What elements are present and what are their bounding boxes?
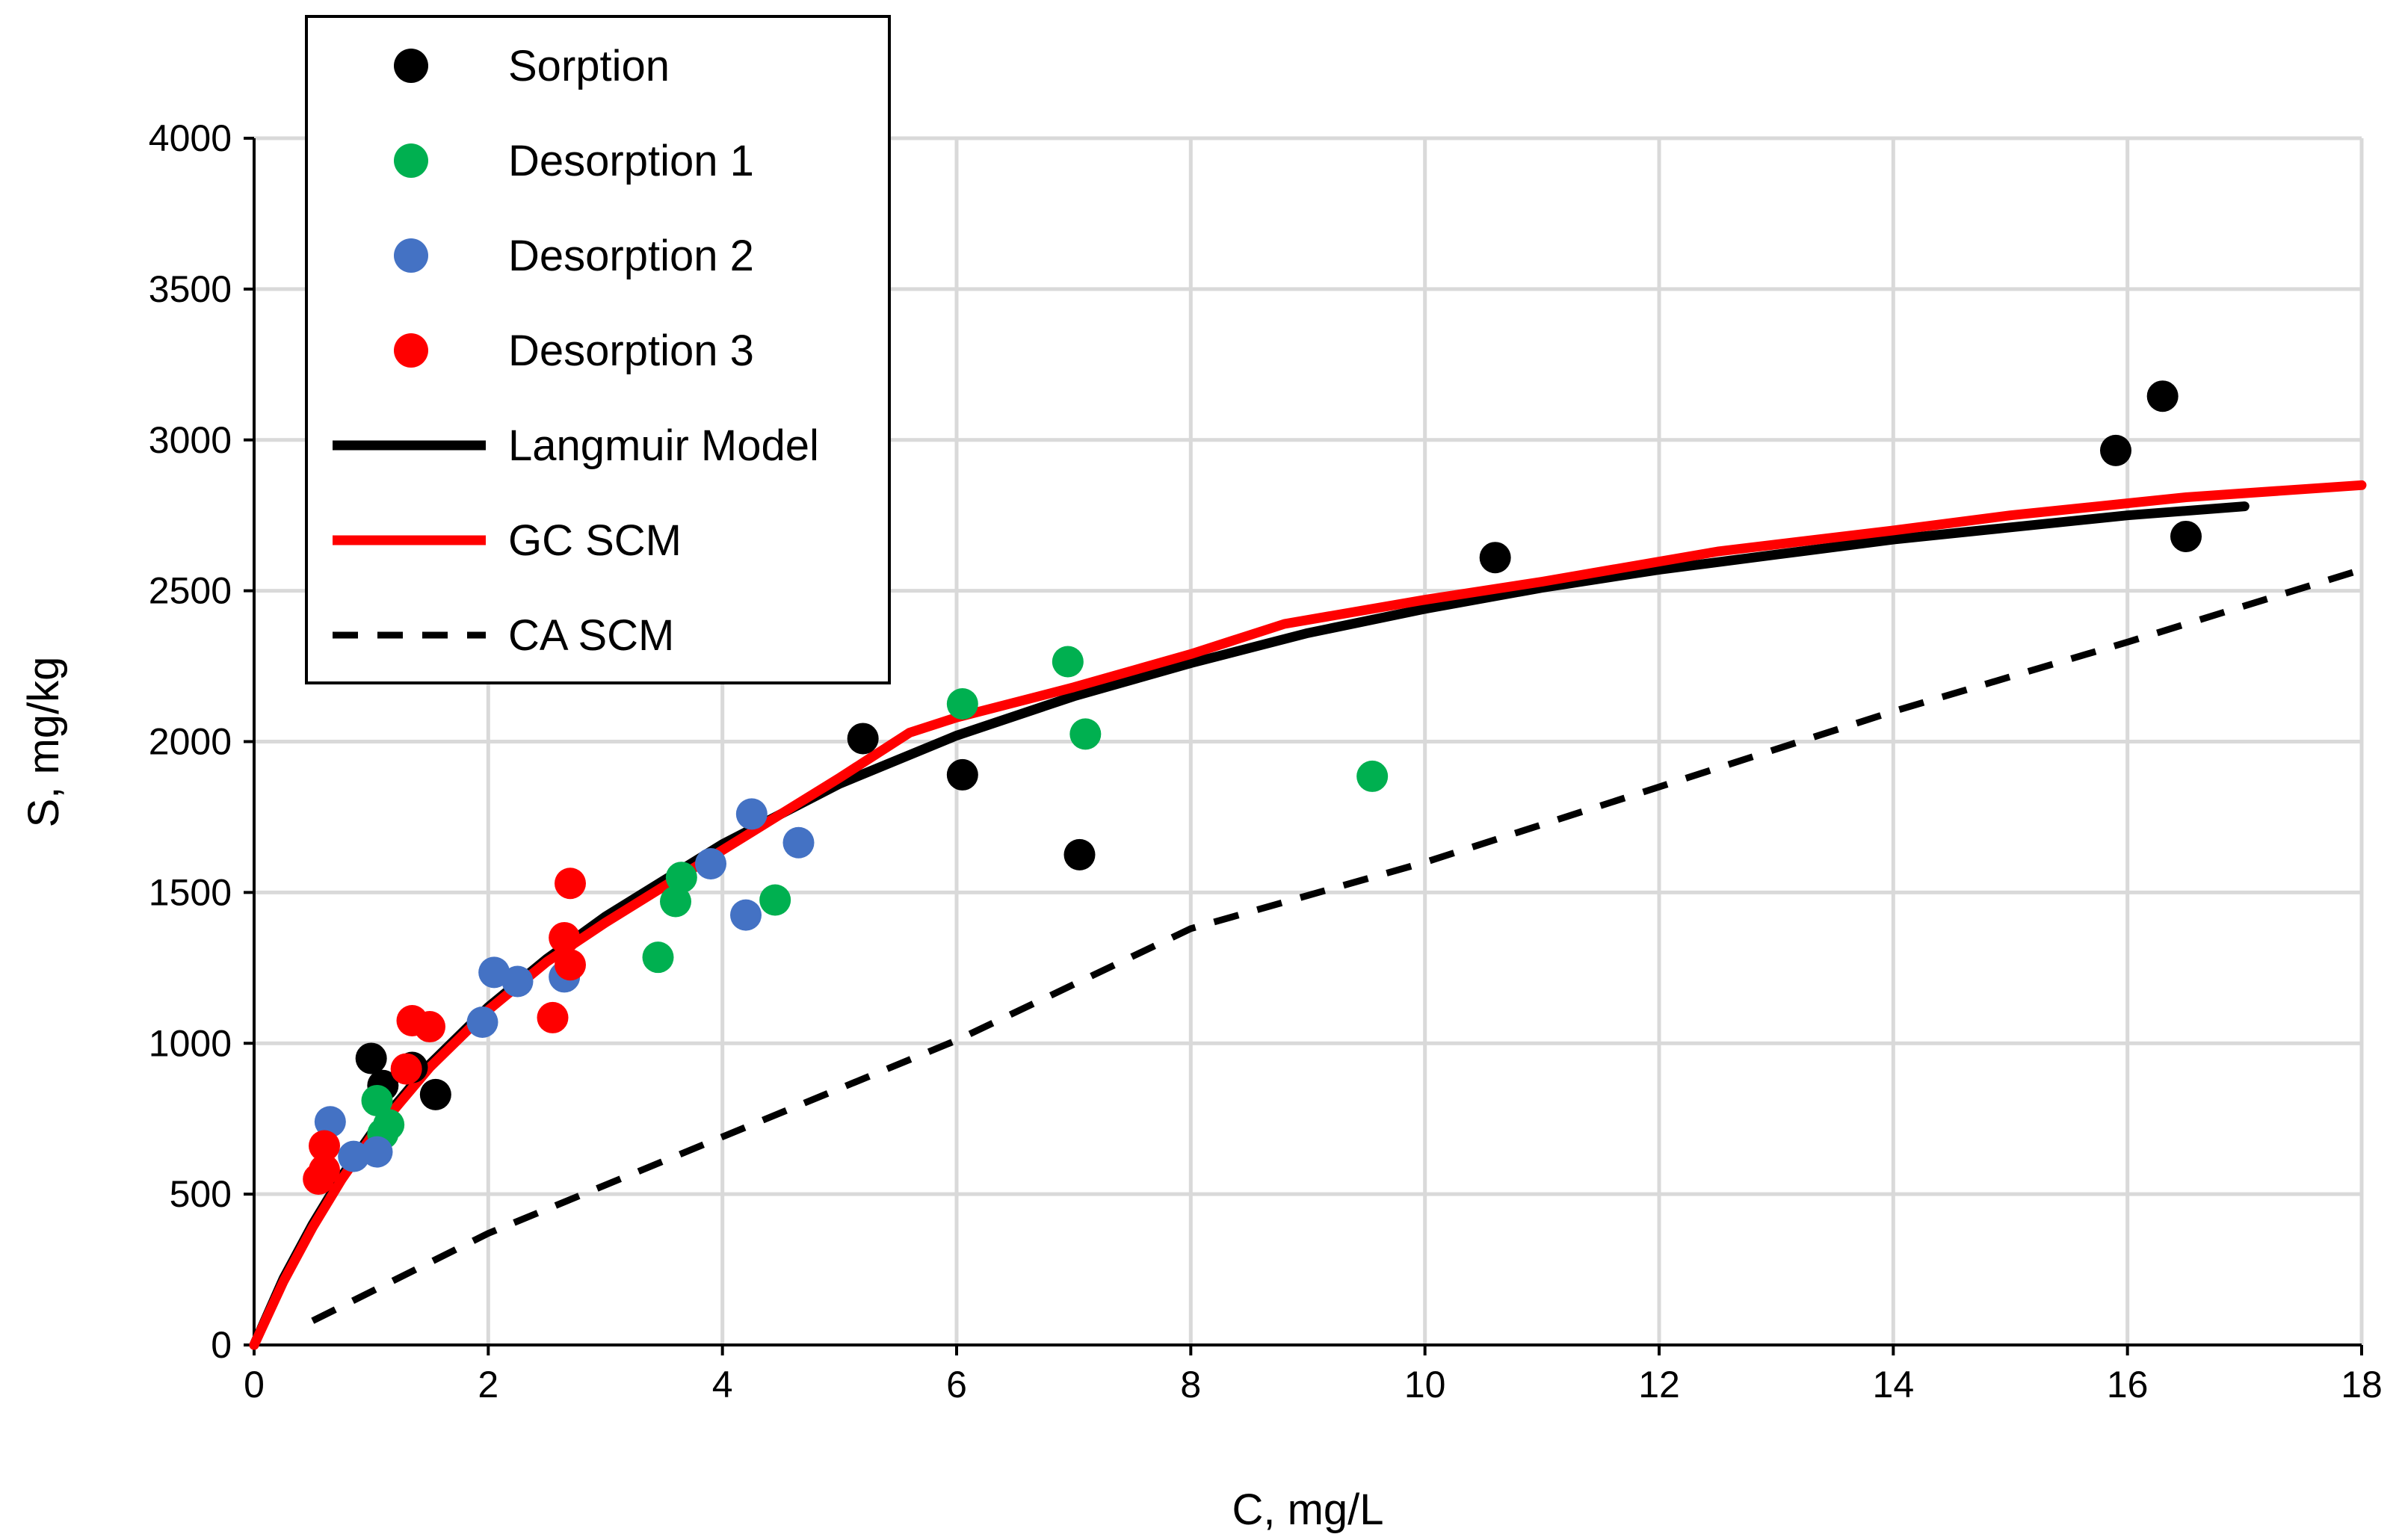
sorption-point: [355, 1042, 387, 1074]
sorption-point: [2170, 520, 2202, 552]
sorption-point: [847, 723, 879, 755]
desorption-1-point: [1069, 718, 1102, 750]
desorption-3-point: [390, 1053, 422, 1085]
desorption-2-point: [314, 1106, 346, 1138]
x-tick-label: 0: [244, 1364, 265, 1406]
y-ticks: 0 500 1000 1500 2000 2500 3000 3500 4000: [149, 117, 254, 1366]
desorption-1-legend-label: Desorption 1: [508, 137, 754, 185]
y-tick-label: 2500: [149, 570, 232, 612]
desorption-2-point: [466, 1006, 498, 1038]
desorption-1-point: [1052, 646, 1084, 678]
sorption-point: [2100, 434, 2131, 466]
desorption-1-point: [660, 885, 691, 918]
sorption-point: [2146, 380, 2179, 412]
legend: Sorption Desorption 1 Desorption 2 Desorpti…: [305, 15, 891, 684]
desorption-3-point: [555, 868, 586, 900]
sorption-point: [1479, 542, 1511, 574]
x-tick-label: 8: [1180, 1364, 1201, 1406]
x-tick-label: 2: [478, 1364, 498, 1406]
y-tick-label: 0: [211, 1324, 232, 1366]
desorption-1-point: [361, 1084, 393, 1116]
desorption-1-point: [1356, 760, 1389, 792]
desorption-2-point: [735, 798, 768, 830]
desorption-2-point: [695, 848, 726, 880]
langmuir-model-legend-label: Langmuir Model: [508, 421, 819, 470]
desorption-3-legend-label: Desorption 3: [508, 327, 754, 375]
sorption-point: [419, 1078, 451, 1110]
y-tick-label: 3500: [149, 268, 232, 310]
desorption-2-point: [501, 965, 534, 998]
desorption-1-point: [665, 862, 697, 894]
sorption-point: [1063, 838, 1096, 870]
x-ticks: 0 2 4 6 8 10 12 14 16 18: [244, 1345, 2383, 1406]
ca-scm-legend-label: CA SCM: [508, 611, 674, 660]
x-tick-label: 14: [1873, 1364, 1915, 1406]
desorption-2-legend-marker: [394, 238, 428, 273]
desorption-1-point: [759, 884, 791, 916]
desorption-2-legend-label: Desorption 2: [508, 232, 754, 280]
desorption-3-point: [537, 1001, 569, 1033]
desorption-3-legend-marker: [394, 333, 428, 368]
sorption-legend-label: Sorption: [508, 42, 670, 90]
desorption-3-point: [309, 1154, 340, 1186]
x-tick-label: 6: [946, 1364, 967, 1406]
y-axis-title: S, mg/kg: [19, 657, 68, 828]
desorption-2-point: [361, 1136, 393, 1168]
desorption-1-point: [946, 688, 978, 720]
y-tick-label: 4000: [149, 117, 232, 159]
desorption-2-point: [730, 899, 762, 931]
desorption-1-legend-marker: [394, 143, 428, 178]
x-tick-label: 12: [1638, 1364, 1680, 1406]
x-tick-label: 4: [712, 1364, 733, 1406]
x-axis-title: C, mg/L: [1232, 1485, 1383, 1534]
y-tick-label: 2000: [149, 721, 232, 763]
ca-scm-line: [311, 566, 2363, 1324]
sorption-legend-marker: [394, 49, 428, 83]
gc-scm-legend-label: GC SCM: [508, 516, 682, 565]
desorption-3-point: [309, 1130, 340, 1162]
y-tick-label: 3000: [149, 419, 232, 461]
y-tick-label: 1500: [149, 871, 232, 913]
y-tick-label: 1000: [149, 1022, 232, 1064]
x-tick-label: 10: [1404, 1364, 1446, 1406]
desorption-2-point: [782, 826, 815, 859]
desorption-2-point: [338, 1140, 370, 1172]
x-tick-label: 18: [2341, 1364, 2383, 1406]
sorption-point: [946, 758, 978, 791]
desorption-3-point: [555, 949, 586, 981]
desorption-3-point: [414, 1011, 445, 1043]
desorption-1-point: [642, 941, 674, 974]
x-tick-label: 16: [2107, 1364, 2149, 1406]
series-points: [303, 380, 2202, 1195]
desorption-3-point: [549, 921, 581, 953]
y-tick-label: 500: [170, 1173, 232, 1215]
